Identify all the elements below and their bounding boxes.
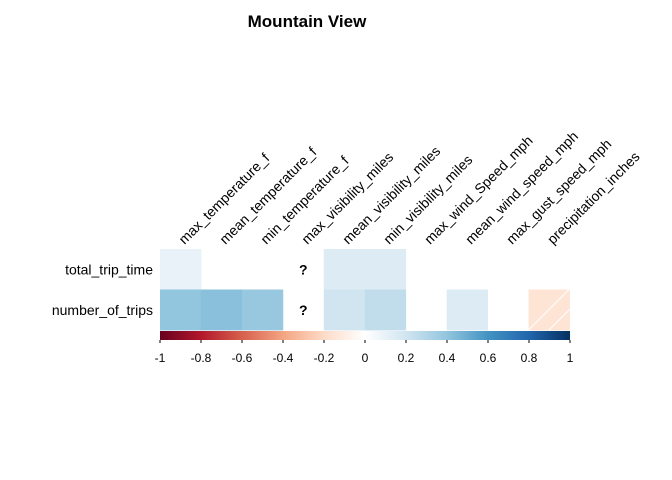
colorbar-tick-label: -0.2	[314, 351, 335, 365]
na-marker: ?	[299, 261, 308, 277]
chart-title: Mountain View	[248, 12, 367, 31]
colorbar-tick-label: -0.8	[191, 351, 212, 365]
heatmap-cells: ??	[160, 249, 570, 331]
row-label: total_trip_time	[65, 261, 153, 277]
colorbar-tick-label: 0.8	[521, 351, 538, 365]
colorbar-tick-label: -0.4	[273, 351, 294, 365]
row-labels: total_trip_time number_of_trips	[52, 261, 153, 318]
heatmap-cell	[160, 249, 202, 290]
hatch-line	[528, 289, 570, 331]
heatmap-cell	[241, 289, 284, 331]
heatmap-cell	[364, 249, 407, 290]
row-label: number_of_trips	[52, 302, 153, 318]
heatmap-cell	[323, 249, 366, 290]
heatmap-cell	[200, 289, 243, 331]
heatmap-cell	[160, 289, 202, 331]
hatch-line	[548, 309, 570, 331]
heatmap-cell	[364, 289, 407, 331]
colorbar-tick-label: 0.2	[398, 351, 415, 365]
colorbar: -1 -0.8 -0.6 -0.4 -0.2 0 0.2 0.4 0.6 0.8 1	[155, 331, 574, 365]
na-marker: ?	[299, 302, 308, 318]
colorbar-tick-label: 0	[362, 351, 369, 365]
heatmap-cell	[446, 289, 488, 331]
colorbar-gradient	[160, 331, 570, 340]
colorbar-tick-label: 0.4	[439, 351, 456, 365]
heatmap-cell	[323, 289, 366, 331]
colorbar-tick-label: 1	[567, 351, 574, 365]
colorbar-tick-label: -0.6	[232, 351, 253, 365]
negative-hatch	[528, 289, 570, 331]
colorbar-tick-label: -1	[155, 351, 166, 365]
column-labels: max_temperature_fmean_temperature_fmin_t…	[175, 128, 642, 247]
colorbar-tick-label: 0.6	[480, 351, 497, 365]
